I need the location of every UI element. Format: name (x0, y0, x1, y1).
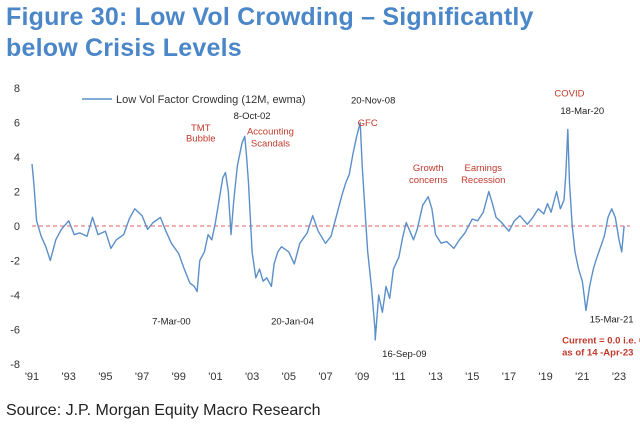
annotation-label: Current = 0.0 i.e. 63.7% ile (562, 335, 640, 346)
x-axis-ticks: '91 '93 '95 '97 '99 '01 '03 '05 '07 '09 '11 '13 '15 '… (25, 371, 626, 383)
annotation-label: concerns (409, 175, 448, 186)
annotation-label: 7-Mar-00 (152, 316, 191, 327)
x-tick-label: '93 (62, 371, 76, 383)
x-tick-label: '07 (318, 371, 332, 383)
y-tick-label: 2 (14, 187, 20, 199)
y-tick-label: -8 (10, 359, 20, 371)
x-tick-label: '05 (282, 371, 296, 383)
x-tick-label: '03 (245, 371, 259, 383)
x-tick-label: '99 (172, 371, 186, 383)
annotation-label: GFC (358, 118, 378, 129)
annotation-label: 16-Sep-09 (382, 349, 426, 360)
x-tick-label: '01 (208, 371, 222, 383)
y-tick-label: 0 (14, 221, 20, 233)
annotation-label: as of 14 -Apr-23 (562, 347, 633, 358)
annotation-label: 8-Oct-02 (234, 111, 271, 122)
annotation-label: 15-Mar-21 (590, 315, 634, 326)
y-tick-label: -2 (10, 256, 20, 268)
annotation-label: 18-Mar-20 (560, 106, 604, 117)
annotation-label: Earnings (465, 163, 503, 174)
annotation-label: Recession (461, 175, 505, 186)
annotation-label: 20-Nov-08 (351, 96, 395, 107)
x-tick-label: '19 (538, 371, 552, 383)
y-axis-ticks: 8 6 4 2 0 -2 -4 -6 -8 (10, 83, 20, 371)
y-tick-label: -6 (10, 325, 20, 337)
title-line-2: below Crisis Levels (6, 34, 242, 62)
series-line-low-vol-crowding (31, 121, 625, 341)
annotation-label: 20-Jan-04 (271, 316, 314, 327)
x-tick-label: '95 (98, 371, 112, 383)
chart-title: Figure 30: Low Vol Crowding – Significan… (6, 2, 626, 64)
x-tick-label: '09 (355, 371, 369, 383)
legend: Low Vol Factor Crowding (12M, ewma) (82, 94, 306, 106)
x-tick-label: '21 (575, 371, 589, 383)
x-tick-label: '97 (135, 371, 149, 383)
x-tick-label: '91 (25, 371, 39, 383)
annotation-label: Scandals (251, 139, 290, 150)
annotation-label: COVID (554, 89, 584, 100)
x-tick-label: '13 (428, 371, 442, 383)
x-tick-label: '11 (392, 371, 406, 383)
title-line-1: Figure 30: Low Vol Crowding – Significan… (6, 3, 534, 31)
annotation-label: Growth (413, 163, 444, 174)
source-note: Source: J.P. Morgan Equity Macro Researc… (6, 402, 321, 419)
y-tick-label: 8 (14, 83, 20, 95)
legend-label: Low Vol Factor Crowding (12M, ewma) (116, 94, 306, 106)
y-tick-label: 6 (14, 118, 20, 130)
annotation-label: Accounting (247, 127, 294, 138)
y-tick-label: 4 (14, 152, 20, 164)
x-tick-label: '17 (502, 371, 516, 383)
annotation-label: Bubble (186, 133, 216, 144)
x-tick-label: '23 (612, 371, 626, 383)
x-tick-label: '15 (465, 371, 479, 383)
annotation-label: TMT (191, 123, 211, 134)
y-tick-label: -4 (10, 290, 20, 302)
